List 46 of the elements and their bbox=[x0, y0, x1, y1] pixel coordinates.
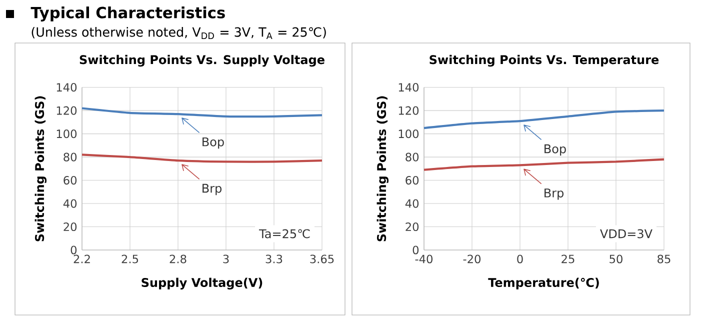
x-tick-label: 0 bbox=[517, 254, 523, 264]
line-series bbox=[422, 110, 666, 130]
x-tick-label: 50 bbox=[610, 254, 622, 264]
x-tick-label: 25 bbox=[562, 254, 574, 264]
y-tick-label: 140 bbox=[398, 83, 419, 92]
text: (Unless otherwise noted, V$_{DD}$ = 3V, T$_{A}$ = 25℃) bbox=[32, 27, 326, 39]
y-tick-label: 20 bbox=[406, 222, 419, 232]
y-tick-label: 60 bbox=[64, 176, 77, 185]
x-axis-title: Temperature(℃) bbox=[488, 278, 599, 290]
x-tick-label: 2.2 bbox=[74, 254, 90, 264]
y-axis-title: Switching Points (GS) bbox=[376, 96, 389, 242]
line-series bbox=[80, 107, 324, 118]
x-tick-label: -20 bbox=[463, 254, 481, 264]
y-tick-label: 120 bbox=[56, 106, 77, 115]
x-tick-label: 2.8 bbox=[170, 254, 186, 264]
y-tick-label: 60 bbox=[406, 176, 419, 185]
legend-label: Bop bbox=[202, 137, 224, 149]
legend-label: Brp bbox=[202, 184, 222, 196]
x-tick-label: 2.5 bbox=[122, 254, 138, 264]
y-tick-label: 100 bbox=[398, 130, 419, 138]
y-tick-label: 20 bbox=[64, 222, 77, 232]
annotation: VDD=3V bbox=[600, 229, 652, 238]
x-tick-label: 3.3 bbox=[266, 254, 282, 264]
y-tick-label: 40 bbox=[63, 199, 77, 208]
y-tick-label: 100 bbox=[56, 130, 77, 138]
x-axis-title: Supply Voltage(V) bbox=[142, 278, 262, 290]
y-axis-title: Switching Points (GS) bbox=[34, 96, 47, 242]
y-tick-label: 0 bbox=[70, 246, 77, 254]
y-tick-label: 0 bbox=[412, 246, 419, 254]
y-tick-label: 80 bbox=[406, 152, 419, 162]
chart-title: Switching Points Vs. Temperature bbox=[430, 54, 659, 67]
y-tick-label: 120 bbox=[398, 106, 419, 115]
y-tick-label: 40 bbox=[405, 199, 419, 208]
annotation: Ta=25℃ bbox=[258, 229, 310, 238]
legend-label: Brp bbox=[544, 188, 564, 200]
x-tick-label: 85 bbox=[658, 254, 670, 264]
text: Typical Characteristics bbox=[30, 6, 225, 22]
line-series bbox=[422, 158, 666, 171]
x-tick-label: -40 bbox=[415, 254, 433, 264]
line-series bbox=[80, 154, 324, 163]
x-tick-label: 3 bbox=[223, 254, 229, 264]
chart-title: Switching Points Vs. Supply Voltage bbox=[80, 54, 324, 67]
x-tick-label: 3.65 bbox=[310, 254, 334, 264]
legend-label: Bop bbox=[544, 144, 566, 156]
y-tick-label: 80 bbox=[64, 152, 77, 162]
y-tick-label: 140 bbox=[56, 83, 77, 92]
